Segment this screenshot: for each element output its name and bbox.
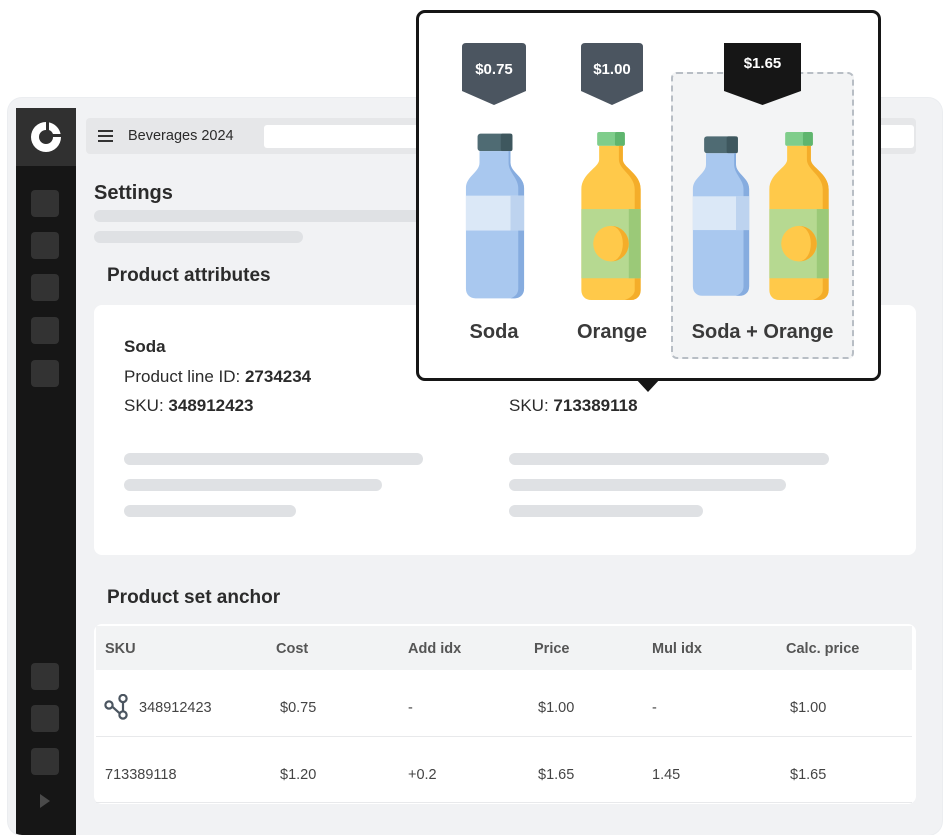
sku-value: 713389118 bbox=[553, 396, 638, 415]
sku-label: SKU: bbox=[509, 396, 554, 415]
row-divider bbox=[96, 802, 912, 803]
soda-bottle-icon bbox=[691, 132, 751, 300]
price-combo: $1.65 bbox=[743, 55, 782, 72]
product-line-label: Product line ID: bbox=[124, 367, 245, 386]
sidebar-item-5[interactable] bbox=[31, 360, 59, 387]
product-set-popover: $0.75 $1.00 $1.65 Soda Orange Soda + Ora… bbox=[416, 10, 881, 381]
column-header-cost[interactable]: Cost bbox=[276, 641, 309, 657]
price-tag-soda: $0.75 bbox=[462, 43, 526, 105]
placeholder-line bbox=[124, 453, 423, 465]
cell-price: $1.00 bbox=[538, 700, 575, 716]
cell-add-idx: - bbox=[408, 700, 413, 716]
project-title[interactable]: Beverages 2024 bbox=[128, 128, 234, 144]
orange-bottle-icon bbox=[579, 132, 643, 300]
sidebar-item-7[interactable] bbox=[31, 705, 59, 732]
cell-sku: 713389118 bbox=[105, 767, 177, 783]
sidebar-item-8[interactable] bbox=[31, 748, 59, 775]
logo[interactable] bbox=[16, 108, 76, 166]
orange-bottle-icon bbox=[767, 132, 831, 300]
sidebar-item-1[interactable] bbox=[31, 190, 59, 217]
price-soda: $0.75 bbox=[475, 61, 513, 78]
label-combo: Soda + Orange bbox=[691, 321, 834, 343]
column-header-mul-idx[interactable]: Mul idx bbox=[652, 641, 702, 657]
placeholder-line bbox=[124, 479, 382, 491]
section-title-attributes: Product attributes bbox=[107, 265, 271, 286]
hamburger-menu-icon[interactable] bbox=[98, 130, 113, 142]
cell-sku: 348912423 bbox=[139, 700, 212, 716]
product-line-value: 2734234 bbox=[244, 367, 312, 386]
cell-calc-price: $1.65 bbox=[790, 767, 827, 783]
anchor-link-icon bbox=[104, 694, 128, 720]
cell-add-idx: +0.2 bbox=[408, 767, 437, 783]
column-header-sku[interactable]: SKU bbox=[105, 641, 136, 657]
sidebar bbox=[16, 108, 76, 835]
sidebar-item-6[interactable] bbox=[31, 663, 59, 690]
placeholder-line bbox=[94, 231, 303, 243]
cell-mul-idx: 1.45 bbox=[652, 767, 681, 783]
sidebar-item-4[interactable] bbox=[31, 317, 59, 344]
price-tag-shape bbox=[462, 43, 526, 105]
cell-mul-idx: - bbox=[652, 700, 657, 716]
cell-calc-price: $1.00 bbox=[790, 700, 827, 716]
sidebar-item-3[interactable] bbox=[31, 274, 59, 301]
label-soda: Soda bbox=[469, 321, 519, 343]
price-tag-combo: $1.65 bbox=[724, 43, 801, 105]
cell-price: $1.65 bbox=[538, 767, 575, 783]
placeholder-line bbox=[124, 505, 296, 517]
product-set-table: SKU Cost Add idx Price Mul idx Calc. pri… bbox=[94, 624, 916, 804]
sku-field: SKU: 348912423 bbox=[124, 396, 254, 416]
sku-field-right: SKU: 713389118 bbox=[509, 396, 638, 416]
placeholder-line bbox=[509, 479, 786, 491]
sku-label: SKU: bbox=[124, 396, 169, 415]
table-header: SKU Cost Add idx Price Mul idx Calc. pri… bbox=[96, 626, 912, 670]
sidebar-item-2[interactable] bbox=[31, 232, 59, 259]
brand-logo-icon bbox=[31, 122, 61, 152]
section-title-anchor: Product set anchor bbox=[107, 587, 281, 608]
popover-pointer bbox=[635, 378, 661, 392]
row-divider bbox=[96, 736, 912, 737]
sku-value: 348912423 bbox=[168, 396, 254, 415]
page-title: Settings bbox=[94, 182, 173, 204]
cell-cost: $1.20 bbox=[280, 767, 317, 783]
column-header-add-idx[interactable]: Add idx bbox=[408, 641, 462, 657]
product-line-id: Product line ID: 2734234 bbox=[124, 367, 311, 387]
sidebar-expand-icon[interactable] bbox=[40, 794, 50, 808]
label-orange: Orange bbox=[576, 321, 648, 343]
price-orange: $1.00 bbox=[593, 61, 631, 78]
column-header-price[interactable]: Price bbox=[534, 641, 570, 657]
placeholder-line bbox=[94, 210, 434, 222]
price-tag-shape bbox=[581, 43, 643, 105]
cell-cost: $0.75 bbox=[280, 700, 317, 716]
placeholder-line bbox=[509, 505, 703, 517]
soda-bottle-icon bbox=[464, 132, 526, 300]
price-tag-shape bbox=[724, 43, 801, 105]
placeholder-line bbox=[509, 453, 829, 465]
product-name: Soda bbox=[124, 337, 166, 356]
column-header-calc-price[interactable]: Calc. price bbox=[786, 641, 860, 657]
price-tag-orange: $1.00 bbox=[581, 43, 643, 105]
